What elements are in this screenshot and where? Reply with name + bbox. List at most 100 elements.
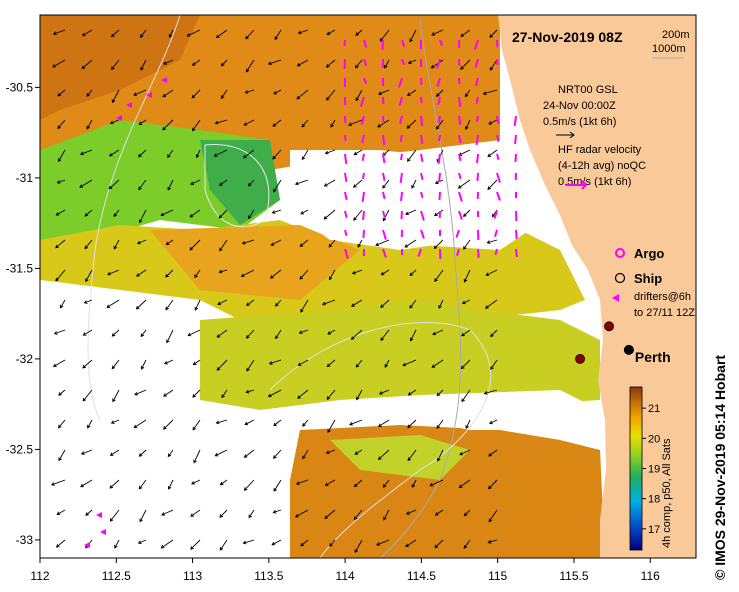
model-arrow — [110, 29, 120, 38]
model-arrow — [324, 149, 336, 155]
model-arrow — [295, 479, 309, 485]
model-arrow — [57, 89, 66, 97]
model-arrow — [85, 269, 93, 283]
model-arrow — [327, 329, 336, 335]
model-arrow — [189, 209, 201, 218]
model-arrow — [436, 119, 444, 130]
model-arrow — [301, 149, 309, 161]
y-tick-label: -33 — [16, 533, 34, 547]
radar-arrow — [496, 58, 499, 66]
radar-arrow — [382, 210, 386, 218]
model-arrow — [487, 149, 498, 157]
radar-arrow — [382, 248, 387, 258]
model-arrow — [190, 179, 201, 185]
model-arrow — [489, 419, 498, 425]
model-arrow — [52, 359, 66, 368]
radar-arrow — [382, 115, 385, 123]
model-arrow — [463, 509, 471, 517]
model-arrow — [431, 29, 444, 36]
radar-arrow — [381, 39, 384, 51]
model-arrow — [351, 269, 363, 275]
model-arrow — [214, 119, 228, 125]
y-tick-label: -32 — [16, 352, 34, 366]
model-arrow — [56, 509, 66, 516]
model-arrow — [195, 149, 201, 159]
argo-legend-icon — [615, 248, 625, 258]
model-arrow — [52, 59, 66, 68]
model-arrow — [111, 59, 120, 71]
model-arrow — [57, 119, 66, 130]
radar-arrow — [344, 153, 348, 165]
radar-arrow — [399, 172, 403, 184]
model-arrow — [248, 509, 255, 519]
colorbar-ticks: 21 20 19 18 17 — [642, 403, 660, 536]
radar-arrow — [437, 134, 441, 142]
model-arrow — [242, 539, 255, 545]
sst-south-central — [200, 300, 600, 410]
model-arrow — [382, 179, 390, 189]
model-arrow — [247, 179, 255, 187]
model-arrow — [483, 389, 498, 395]
x-tick-label: 114.5 — [407, 569, 436, 583]
model-arrow — [463, 239, 471, 250]
radar-arrow — [458, 77, 461, 85]
model-arrow — [328, 239, 336, 248]
model-arrow — [245, 389, 255, 394]
model-arrow — [133, 89, 147, 96]
model-arrow — [430, 59, 444, 69]
radar-arrow — [361, 172, 365, 180]
radar-arrow — [473, 39, 479, 50]
model-arrow — [189, 239, 201, 251]
colorbar-tick-label: 19 — [648, 464, 660, 476]
model-arrow — [138, 209, 147, 224]
model-arrow — [216, 329, 228, 338]
radar-arrow — [420, 115, 424, 127]
radar-arrow — [514, 153, 517, 163]
cloud-gap-2 — [40, 280, 290, 558]
radar-arrow — [493, 229, 498, 237]
model-arrow — [463, 269, 471, 283]
x-tick-label: 116 — [641, 569, 660, 583]
radar-arrow — [401, 39, 406, 47]
model-arrow — [353, 209, 363, 221]
radar-arrow — [437, 96, 441, 106]
model-arrow — [435, 89, 444, 97]
model-arrow — [273, 449, 282, 459]
model-arrow — [271, 209, 282, 214]
model-arrow — [81, 59, 93, 70]
model-arrow — [326, 389, 336, 400]
drifter-marker — [161, 77, 167, 83]
model-arrow — [138, 479, 147, 490]
model-arrow — [80, 479, 93, 488]
model-arrow — [109, 479, 120, 489]
model-arrow — [405, 209, 417, 216]
radar-arrow — [363, 58, 368, 66]
model-arrow — [166, 329, 174, 344]
bathy-contour-1000m-south — [269, 322, 492, 558]
model-arrow — [140, 359, 147, 370]
ship-marker-1 — [575, 353, 585, 364]
model-arrow — [458, 479, 471, 488]
model-arrow — [272, 119, 282, 127]
model-arrow — [220, 59, 228, 67]
model-arrow — [192, 119, 201, 132]
model-arrow — [330, 119, 336, 128]
radar-arrow — [455, 248, 460, 256]
model-arrow — [243, 479, 255, 491]
model-arrow — [213, 149, 228, 157]
model-arrow — [431, 359, 444, 368]
model-arrow — [82, 389, 93, 402]
model-arrow — [377, 89, 390, 96]
ship-marker-0 — [604, 321, 614, 332]
model-arrow — [82, 329, 93, 336]
model-arrow — [355, 59, 363, 69]
y-axis: -30.5 -31 -31.5 -32 -32.5 -33 — [6, 80, 40, 547]
model-arrow — [437, 449, 444, 462]
radar-arrow — [382, 229, 387, 240]
radar-arrow — [458, 191, 463, 202]
model-arrow — [214, 449, 228, 457]
model-arrow — [162, 89, 174, 98]
ship-legend-icon — [614, 272, 626, 284]
model-legend-arrow — [556, 131, 575, 139]
model-arrow — [219, 509, 228, 518]
